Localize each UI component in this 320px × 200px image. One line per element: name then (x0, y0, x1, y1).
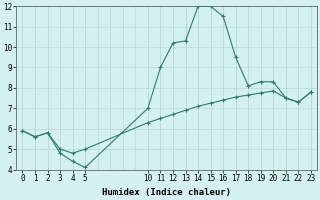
X-axis label: Humidex (Indice chaleur): Humidex (Indice chaleur) (102, 188, 231, 197)
